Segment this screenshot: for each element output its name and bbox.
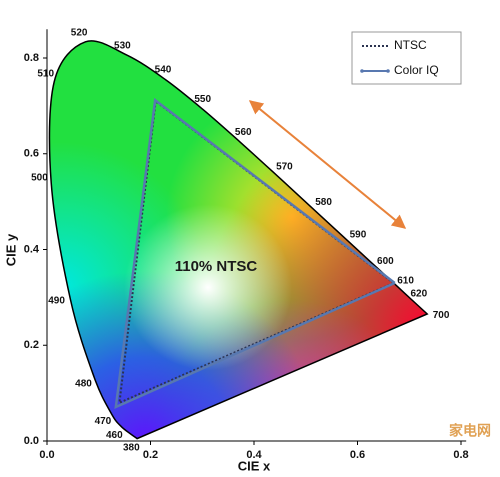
wavelength-label: 570	[276, 162, 293, 173]
y-tick-label: 0.4	[24, 243, 40, 255]
y-tick-label: 0.0	[24, 435, 39, 447]
legend-marker	[360, 69, 364, 73]
legend-box	[351, 31, 462, 85]
x-axis-label: CIE x	[238, 458, 271, 473]
watermark: 家电网	[449, 423, 491, 439]
y-tick-label: 0.6	[24, 148, 39, 160]
y-tick-label: 0.2	[24, 339, 39, 351]
wavelength-label: 500	[31, 172, 48, 183]
spectral-locus	[48, 40, 429, 440]
x-tick-label: 0.8	[453, 449, 468, 461]
range-arrow	[248, 100, 407, 229]
legend-label: NTSC	[394, 38, 427, 52]
wavelength-label: 610	[397, 276, 414, 287]
wavelength-label: 520	[71, 28, 88, 39]
wavelength-label: 510	[37, 69, 54, 80]
x-tick-label: 0.6	[350, 449, 365, 461]
wavelength-label: 540	[155, 65, 172, 76]
annotation: 110% NTSC	[175, 258, 258, 275]
legend: NTSC Color IQ	[360, 38, 439, 77]
x-tick-label: 0.2	[143, 449, 158, 461]
legend-label: Color IQ	[394, 63, 439, 77]
legend-marker	[386, 69, 390, 73]
wavelength-label: 620	[410, 289, 427, 300]
wavelength-label: 490	[48, 296, 65, 307]
y-tick-label: 0.8	[24, 52, 39, 64]
wavelength-label: 530	[114, 40, 131, 51]
wavelength-label: 480	[75, 379, 92, 390]
wavelength-label: 700	[433, 310, 450, 321]
wavelength-label: 590	[350, 229, 367, 240]
wavelength-label: 550	[194, 94, 211, 105]
wavelength-label: 600	[377, 256, 394, 267]
gamut-fill	[49, 40, 428, 439]
x-tick-label: 0.4	[246, 449, 262, 461]
wavelength-label: 580	[315, 197, 332, 208]
wavelength-label: 560	[235, 127, 252, 138]
gamut-triangle	[114, 97, 396, 410]
wavelength-label: 460	[106, 430, 123, 441]
x-tick-label: 0.0	[39, 449, 54, 461]
wavelength-label: 470	[95, 416, 112, 427]
wavelength-label: 380	[123, 442, 140, 453]
y-axis-label: CIE y	[3, 233, 18, 266]
